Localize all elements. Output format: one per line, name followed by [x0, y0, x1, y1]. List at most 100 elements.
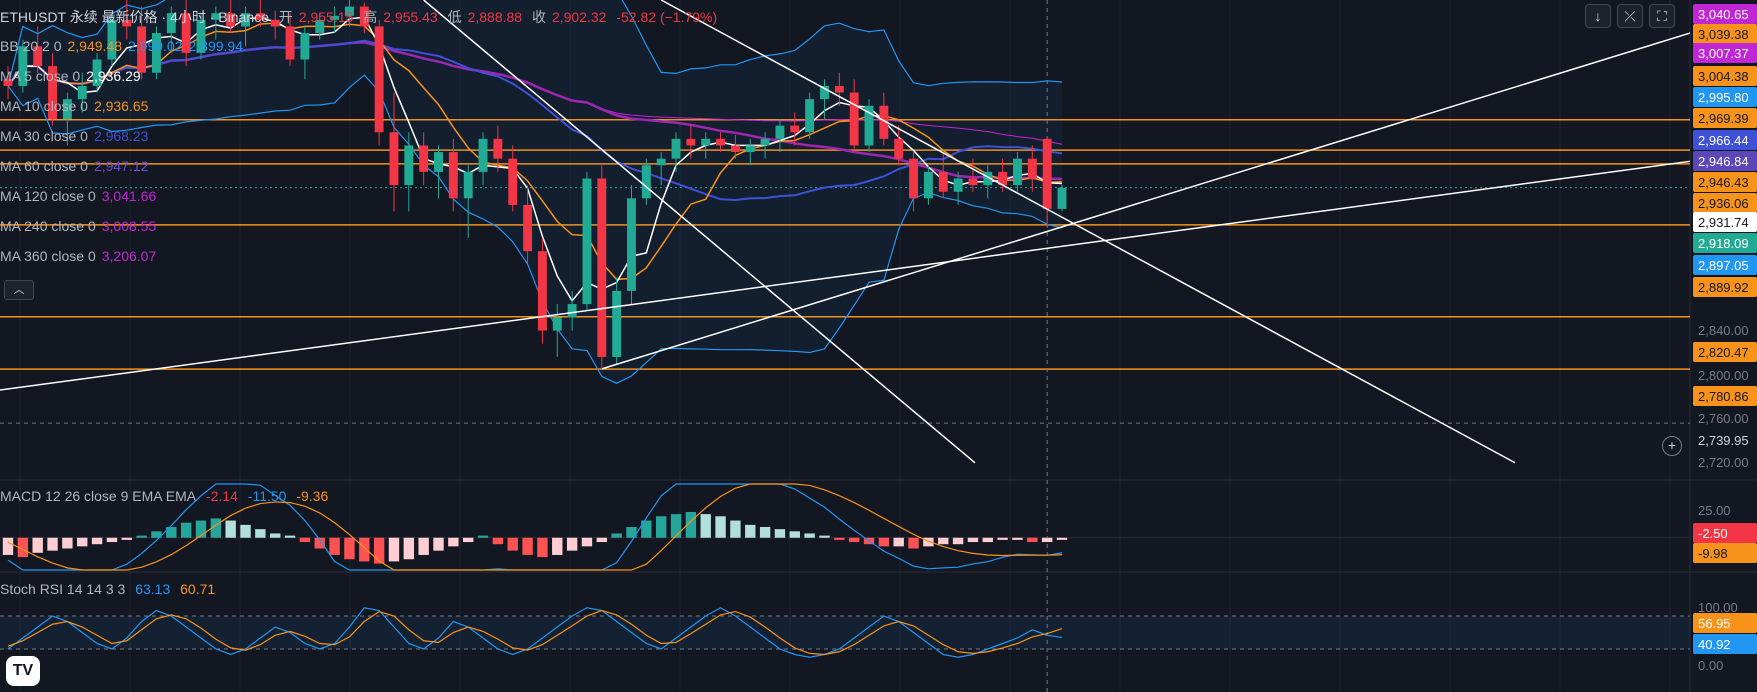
price-label: 2,969.39 [1698, 111, 1749, 126]
macd-histogram-bar [641, 520, 652, 538]
candle-body [122, 19, 132, 27]
candle-body [1027, 158, 1037, 179]
arrow-down-icon[interactable]: ↓ [1585, 4, 1611, 28]
trendline-support-long [0, 160, 1691, 391]
candle-body [478, 138, 488, 172]
stoch-label: 56.95 [1698, 616, 1731, 631]
stoch-tick: 100.00 [1698, 600, 1738, 615]
open-label: 开 [278, 9, 293, 25]
indicator-label: MA 360 close 0 [0, 248, 96, 264]
price-label-bg [1693, 172, 1757, 192]
candle-body [671, 138, 681, 159]
price-label-bg [1693, 130, 1757, 150]
candle-body [33, 46, 43, 67]
macd-histogram-bar [136, 535, 147, 538]
indicator-legend-0: BB 20 2 0 2,949.48 2,999.02 2,899.94 [0, 38, 249, 54]
stoch-k-line [7, 607, 1063, 658]
candle-body [344, 6, 354, 16]
macd-histogram-bar [655, 516, 667, 538]
indicator-legend-4: MA 60 close 0 2,947.12 [0, 158, 154, 174]
price-label-bg [1693, 108, 1757, 128]
candle-body [552, 317, 562, 331]
candle-body [537, 251, 547, 331]
price-label-bg [1693, 277, 1757, 297]
indicator-legend-2: MA 10 close 0 2,936.65 [0, 98, 154, 114]
macd-histogram-bar [329, 537, 340, 555]
indicator-legend-5: MA 120 close 0 3,041.66 [0, 188, 162, 204]
stoch-legend-label: Stoch RSI 14 14 3 3 [0, 581, 126, 597]
macd-histogram-bar [893, 537, 904, 547]
stoch-band-fill [0, 616, 1690, 649]
macd-histogram-bar [151, 531, 162, 538]
price-label: 3,007.37 [1698, 46, 1749, 61]
add-crosshair-icon[interactable]: + [1662, 436, 1682, 456]
trendline-support-steep [601, 32, 1691, 370]
candle-body [389, 132, 399, 186]
symbol-legend: ETHUSDT 永续 最新价格 · 4小时 · Binance 开 2,955.1… [0, 9, 723, 25]
indicator-legend-7: MA 360 close 0 3,206.07 [0, 248, 162, 264]
indicator-value: 3,206.07 [101, 248, 157, 264]
macd-histogram-bar [388, 537, 400, 562]
candle-body [998, 171, 1008, 186]
collapse-pane-icon[interactable]: ⤫ [1617, 4, 1643, 28]
indicator-value: 2,947.12 [93, 158, 149, 174]
candle-body [77, 85, 87, 100]
macd-histogram-bar [1056, 537, 1068, 540]
indicator-label: MA 10 close 0 [0, 98, 88, 114]
indicator-value: 3,041.66 [101, 188, 157, 204]
candle-body [909, 158, 919, 199]
high-label: 高 [363, 9, 378, 25]
macd-histogram-bar [774, 529, 786, 538]
candle-body [434, 152, 443, 172]
price-tick: 2,840.00 [1698, 323, 1749, 338]
candle-body [315, 19, 325, 34]
candle-body [448, 152, 458, 199]
macd-legend-value-2: -11.50 [247, 488, 287, 504]
macd-signal-line [7, 483, 1063, 571]
macd-histogram-bar [804, 533, 815, 538]
macd-histogram-bar [997, 537, 1008, 540]
candle-body [820, 85, 829, 100]
stoch-label: 40.92 [1698, 637, 1731, 652]
macd-histogram-bar [522, 537, 533, 555]
indicator-label: MA 240 close 0 [0, 218, 96, 234]
macd-label-bg [1693, 523, 1757, 543]
macd-histogram-bar [952, 537, 964, 545]
price-label-bg [1693, 24, 1757, 44]
macd-histogram-bar [1012, 537, 1023, 540]
macd-histogram-bar [91, 537, 103, 545]
macd-histogram-bar [670, 514, 682, 538]
candle-body [775, 125, 785, 139]
trendline-resistance-1 [423, 0, 976, 464]
macd-histogram-bar [477, 535, 489, 538]
macd-histogram-bar [878, 537, 890, 547]
fullscreen-icon[interactable]: ⛶ [1649, 4, 1675, 28]
macd-histogram-bar [2, 537, 14, 555]
macd-histogram-bar [492, 537, 504, 545]
hide-legend-button[interactable]: ︿ [4, 280, 34, 300]
macd-histogram-bar [418, 537, 429, 555]
stoch-label-bg [1693, 634, 1757, 654]
indicator-legend-3: MA 30 close 0 2,968.23 [0, 128, 154, 144]
price-label: 2,889.92 [1698, 280, 1749, 295]
macd-histogram-bar [32, 537, 43, 553]
candle-body [938, 171, 948, 192]
candle-body [1013, 158, 1022, 186]
bollinger-lower-line [7, 74, 1063, 384]
candle-body [716, 138, 726, 146]
candle-body [805, 99, 815, 133]
candle-body [1057, 187, 1067, 209]
indicator-label: MA 120 close 0 [0, 188, 96, 204]
price-tick: 2,720.00 [1698, 455, 1749, 470]
candle-body [953, 178, 963, 192]
macd-histogram-bar [47, 537, 58, 551]
candle-body [270, 19, 280, 27]
macd-histogram-bar [403, 537, 415, 560]
candle-body [107, 19, 117, 60]
candle-body [166, 13, 176, 34]
candle-body [374, 26, 384, 133]
candle-body [656, 158, 666, 166]
indicator-value: 2,936.29 [86, 68, 141, 84]
macd-histogram-bar [77, 537, 88, 547]
